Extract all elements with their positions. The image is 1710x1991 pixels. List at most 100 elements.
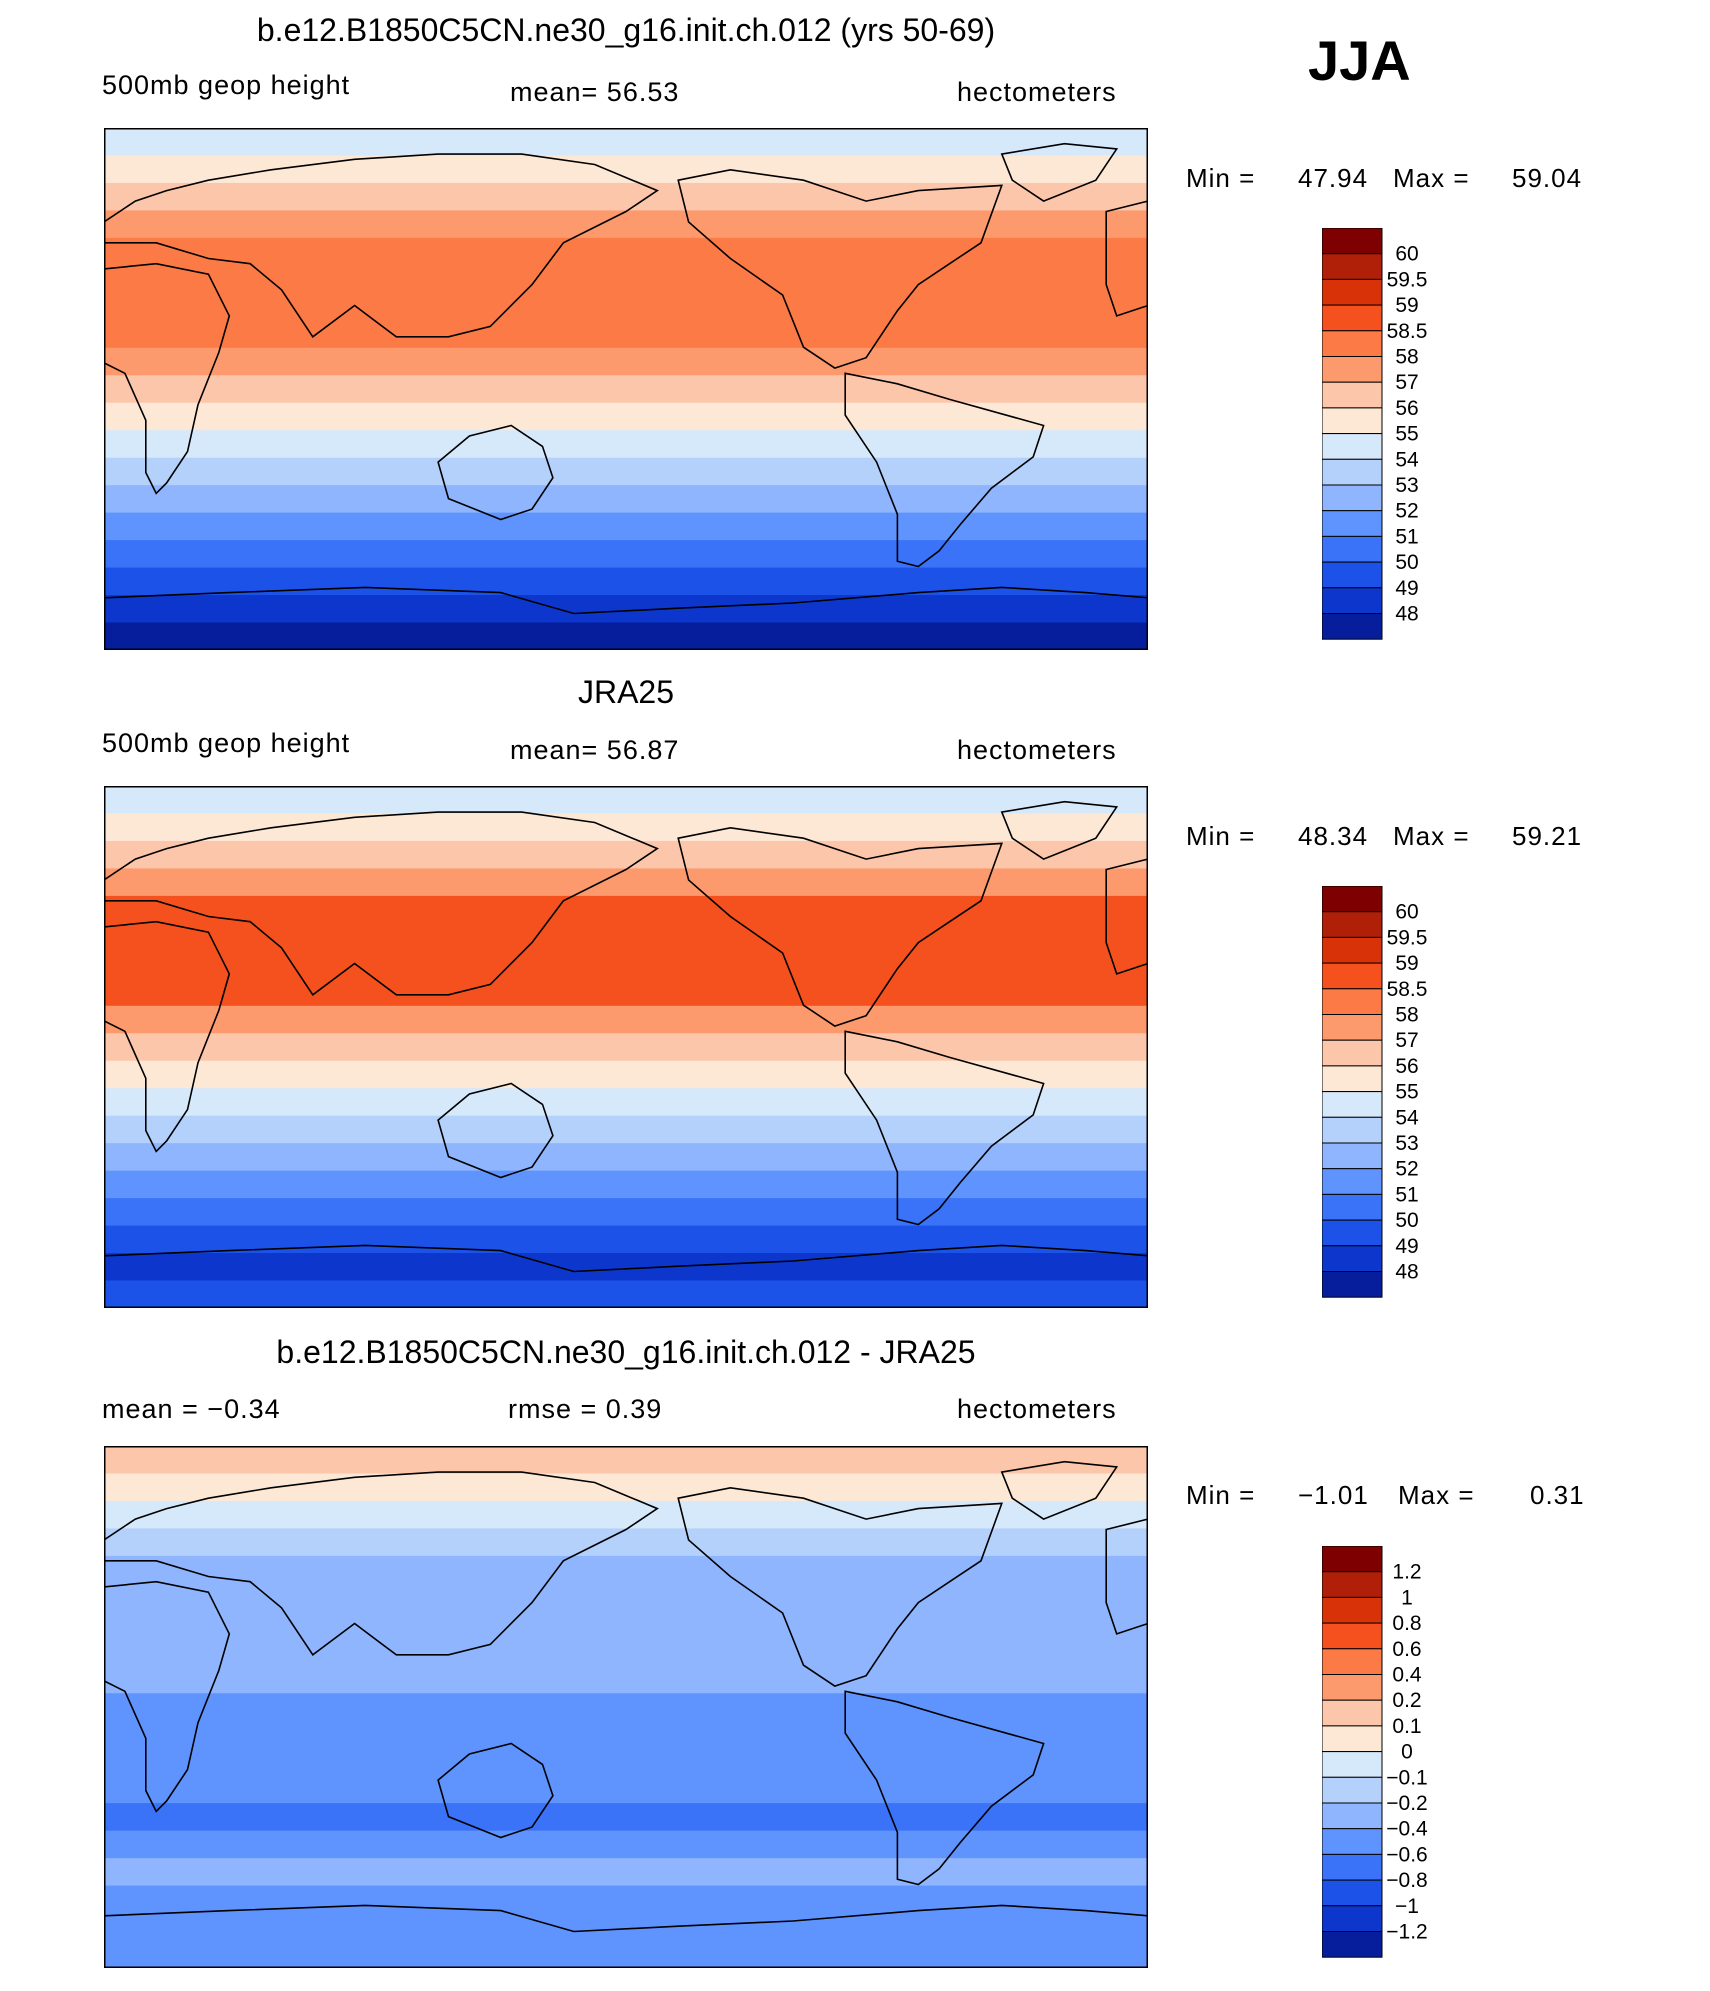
coastline (844, 1030, 1045, 1226)
colorbar-swatch (1322, 1674, 1383, 1701)
contour-band (104, 923, 1148, 952)
colorbar: 1.21 0.8 0.6 0.40.2 0.1 0−0.1 −0.2 −0.4−0.6 −0.8… (1322, 1546, 1428, 1958)
contour-band (104, 1748, 1148, 1777)
colorbar-tick-label: 48 (1395, 1261, 1418, 1284)
units-label: hectometers (957, 77, 1117, 107)
contour-band (104, 978, 1148, 1007)
colorbar-tick-label: 0.1 (1392, 1715, 1421, 1738)
contour-band (104, 1473, 1148, 1502)
contour-band (104, 155, 1148, 184)
contour-band (104, 1940, 1148, 1968)
colorbar-tick-label: 54 (1395, 448, 1419, 471)
colorbar-tick-label: 55 (1395, 423, 1418, 446)
colorbar-swatch (1322, 1751, 1383, 1778)
contour-band (104, 292, 1148, 321)
colorbar-tick-label: 48 (1395, 603, 1418, 626)
coastline (104, 1471, 659, 1656)
colorbar-swatch (1322, 1905, 1383, 1932)
coastline (677, 826, 1003, 1027)
contour-band (104, 182, 1148, 212)
colorbar-swatch (1322, 1219, 1383, 1247)
colorbar-swatch (1322, 936, 1383, 964)
contour-band (104, 1610, 1148, 1639)
contour-band (104, 895, 1148, 924)
contour-band (104, 1583, 1148, 1612)
contour-band (104, 237, 1148, 266)
map-plot (104, 128, 1148, 650)
contour-band (104, 1555, 1148, 1584)
colorbar-tick-label: 53 (1395, 474, 1418, 497)
contour-band (104, 1088, 1148, 1117)
mean-label: mean = −0.34 (102, 1394, 281, 1424)
colorbar-swatch (1322, 1699, 1383, 1727)
colorbar-swatch (1322, 278, 1383, 306)
contour-band (104, 375, 1148, 404)
colorbar-swatch (1322, 433, 1383, 460)
colorbar-swatch (1322, 1168, 1383, 1195)
colorbar-tick-label: 60 (1395, 901, 1418, 924)
panel-title: JRA25 (577, 674, 675, 710)
colorbar-swatch (1322, 1142, 1383, 1170)
contour-band (104, 622, 1148, 650)
colorbar-tick-label: 56 (1395, 1055, 1418, 1078)
colorbar-swatch (1322, 911, 1383, 938)
colorbar-swatch (1322, 1648, 1383, 1676)
coastline (1105, 1518, 1148, 1635)
colorbar-tick-label: 0.4 (1392, 1664, 1422, 1687)
map-frame (104, 128, 1148, 650)
min-label: Min = (1186, 163, 1256, 193)
colorbar-swatch (1322, 1571, 1383, 1598)
coastline (104, 1244, 1148, 1273)
coastline (1000, 142, 1119, 202)
contour-band (104, 128, 1148, 157)
map-frame (104, 1446, 1148, 1968)
colorbar-tick-label: −0.4 (1386, 1818, 1428, 1841)
contour-band (104, 1720, 1148, 1749)
colorbar-tick-label: 51 (1395, 525, 1418, 548)
colorbar-swatch (1322, 1853, 1383, 1881)
contour-band (104, 457, 1148, 486)
contour-band (104, 1033, 1148, 1062)
contour-band (104, 1280, 1148, 1308)
contour-band (104, 1198, 1148, 1227)
colorbar-tick-label: 58 (1395, 346, 1418, 369)
contour-band (104, 402, 1148, 431)
contour-band (104, 1500, 1148, 1530)
map-frame (104, 786, 1148, 1308)
colorbar-tick-label: −0.6 (1386, 1843, 1427, 1866)
max-label: Max = (1393, 163, 1470, 193)
contour-band (104, 347, 1148, 376)
colorbar-swatch (1322, 1879, 1383, 1907)
colorbar-tick-label: 50 (1395, 551, 1418, 574)
season-label: JJA (1308, 29, 1411, 92)
colorbar-tick-label: 59 (1395, 294, 1418, 317)
coastline (844, 372, 1045, 568)
field-label: 500mb geop height (102, 728, 351, 758)
coastline (104, 920, 231, 1153)
colorbar-tick-label: 52 (1395, 500, 1418, 523)
colorbar-swatch (1322, 484, 1383, 512)
colorbar-swatch (1322, 1039, 1383, 1067)
colorbar-tick-label: −1 (1395, 1895, 1419, 1918)
colorbar-tick-label: 59 (1395, 952, 1418, 975)
min-label: Min = (1186, 821, 1256, 851)
coastline (104, 153, 659, 338)
units-label: hectometers (957, 735, 1117, 765)
max-label: Max = (1393, 821, 1470, 851)
colorbar-swatch (1322, 253, 1383, 280)
colorbar-tick-label: 0.8 (1392, 1612, 1421, 1635)
colorbar-swatch (1322, 304, 1383, 332)
colorbar-swatch (1322, 1776, 1383, 1804)
map-plot (104, 786, 1148, 1308)
contour-band (104, 1170, 1148, 1199)
coastline (1000, 1460, 1119, 1520)
max-label: Max = (1398, 1480, 1475, 1510)
coastline (104, 811, 659, 996)
colorbar-tick-label: 59.5 (1387, 268, 1428, 291)
contour-band (104, 786, 1148, 815)
coastline (104, 262, 231, 495)
colorbar-swatch (1322, 381, 1383, 409)
colorbar-swatch (1322, 561, 1383, 589)
contour-band (104, 1446, 1148, 1475)
